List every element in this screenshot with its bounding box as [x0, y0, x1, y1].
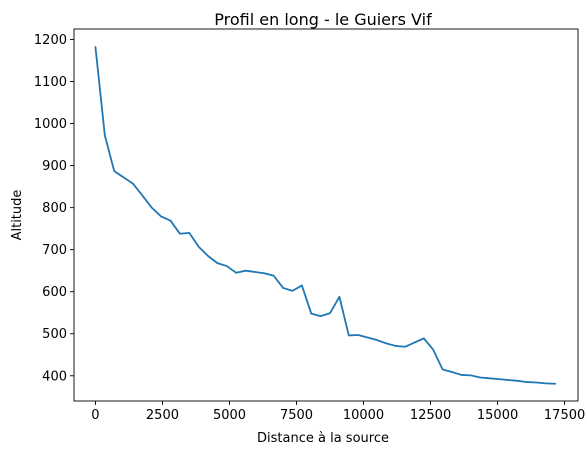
y-tick-label: 1200 — [34, 33, 67, 48]
x-tick-label: 10000 — [343, 408, 384, 423]
y-tick-label: 400 — [42, 369, 67, 384]
y-tick-label: 700 — [42, 243, 67, 258]
y-tick-label: 800 — [42, 201, 67, 216]
x-tick-label: 17500 — [544, 408, 585, 423]
x-tick-label: 0 — [91, 408, 99, 423]
series-line — [94, 46, 557, 385]
chart-title: Profil en long - le Guiers Vif — [214, 10, 432, 29]
x-axis-label: Distance à la source — [257, 431, 389, 446]
x-tick-label: 12500 — [410, 408, 451, 423]
x-tick-label: 2500 — [146, 408, 179, 423]
y-tick-label: 900 — [42, 159, 67, 174]
y-tick-label: 1100 — [34, 75, 67, 90]
x-tick-label: 15000 — [477, 408, 518, 423]
y-tick-label: 1000 — [34, 117, 67, 132]
y-tick-label: 500 — [42, 327, 67, 342]
x-tick-label: 5000 — [213, 408, 246, 423]
y-tick-label: 600 — [42, 285, 67, 300]
plot-area — [74, 29, 578, 401]
x-tick-label: 7500 — [280, 408, 313, 423]
y-axis-label: Altitude — [10, 190, 25, 241]
y-axis: 400 500 600 700 800 900 1000 1100 1200 — [34, 33, 74, 384]
x-axis: 0 2500 5000 7500 10000 12500 15000 17500 — [91, 401, 585, 423]
plot-frame — [73, 28, 579, 402]
